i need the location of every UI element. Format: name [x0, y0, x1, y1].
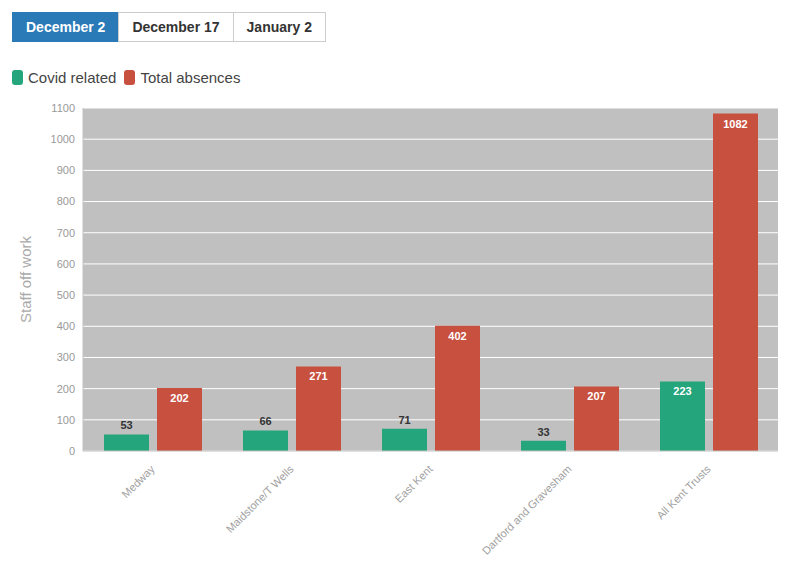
- html-text:Covid related: Covid related: [28, 68, 117, 86]
- svg-text:402: 402: [448, 330, 466, 342]
- svg-text:202: 202: [170, 392, 188, 404]
- svg-text:53: 53: [120, 419, 132, 431]
- svg-text:400: 400: [57, 320, 75, 332]
- html-text:January 2: January 2: [246, 19, 312, 35]
- html-text:Total absences: Total absences: [140, 68, 241, 86]
- svg-text:100: 100: [57, 414, 75, 426]
- svg-text:500: 500: [57, 289, 75, 301]
- html-text:December 2: December 2: [26, 19, 106, 35]
- svg-text:300: 300: [57, 351, 75, 363]
- svg-text:1100: 1100: [51, 102, 75, 114]
- html-text:December 17: December 17: [132, 19, 220, 35]
- svg-text:800: 800: [57, 195, 75, 207]
- svg-text:71: 71: [398, 414, 410, 426]
- svg-text:700: 700: [57, 227, 75, 239]
- svg-text:600: 600: [57, 258, 75, 270]
- svg-text:66: 66: [259, 415, 271, 427]
- svg-text:All Kent Trusts: All Kent Trusts: [654, 462, 713, 521]
- svg-text:1000: 1000: [51, 133, 75, 145]
- svg-text:Staff off work: Staff off work: [17, 236, 34, 323]
- svg-text:207: 207: [587, 390, 605, 402]
- svg-text:1082: 1082: [723, 118, 747, 130]
- svg-text:0: 0: [69, 445, 75, 457]
- svg-text:Medway: Medway: [119, 462, 157, 500]
- svg-text:200: 200: [57, 383, 75, 395]
- svg-text:Dartford and Gravesham: Dartford and Gravesham: [480, 463, 574, 557]
- svg-text:Maidstone/T Wells: Maidstone/T Wells: [224, 462, 297, 535]
- svg-text:223: 223: [673, 385, 691, 397]
- svg-text:33: 33: [537, 426, 549, 438]
- svg-text:271: 271: [309, 370, 327, 382]
- svg-text:East Kent: East Kent: [393, 463, 435, 505]
- svg-text:900: 900: [57, 164, 75, 176]
